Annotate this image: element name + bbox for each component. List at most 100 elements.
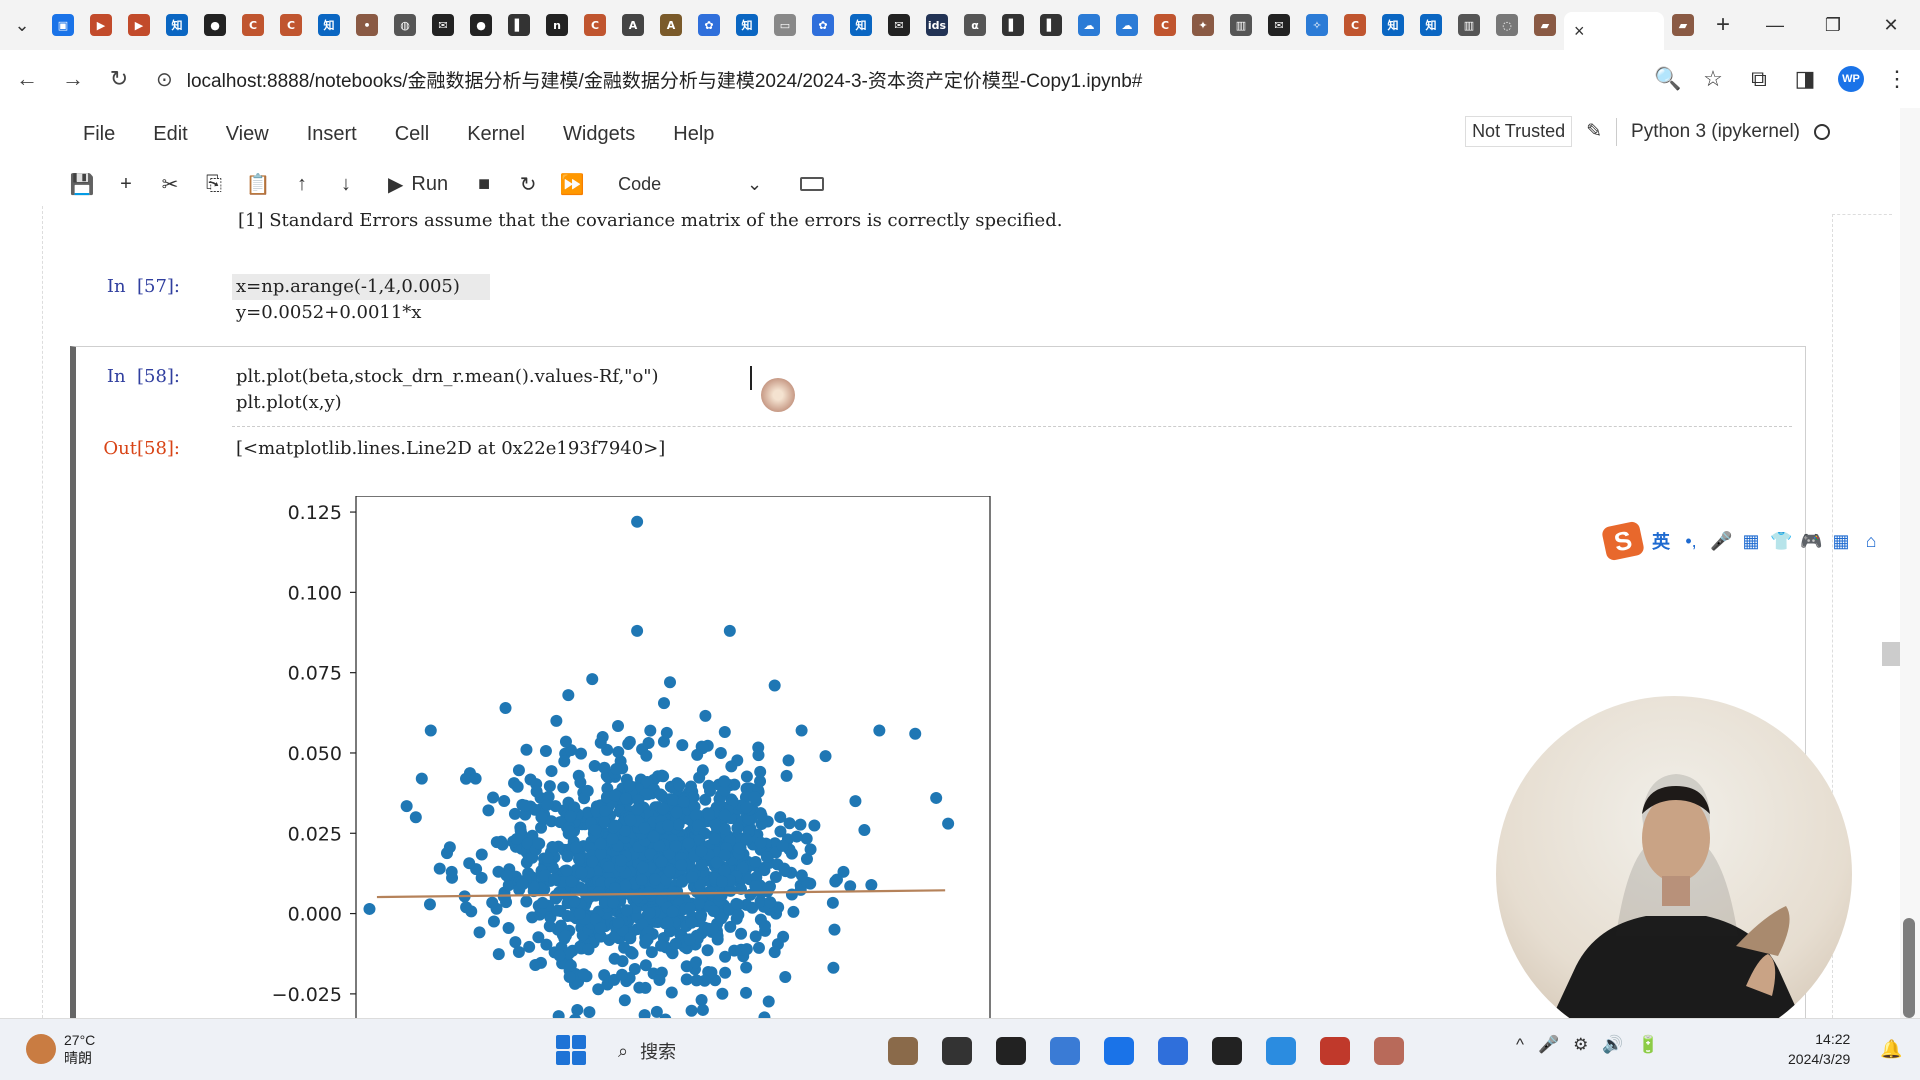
weather-widget[interactable]: 27°C 晴朗	[26, 1031, 95, 1067]
edit-pencil-icon[interactable]: ✎	[1586, 121, 1603, 142]
ime-language-toggle[interactable]: 英	[1652, 532, 1670, 552]
add-cell-icon[interactable]: +	[120, 172, 132, 195]
vscode-app[interactable]	[1258, 1031, 1304, 1071]
browser-tab[interactable]: 知	[1374, 7, 1412, 43]
browser-tab[interactable]: ◍	[386, 7, 424, 43]
settings-icon[interactable]: ⚙	[1573, 1035, 1589, 1054]
clock[interactable]: 14:22 2024/3/29	[1788, 1029, 1850, 1069]
ime-punctuation-icon[interactable]: •,	[1685, 530, 1697, 551]
browser-tab[interactable]: ✿	[690, 7, 728, 43]
bookmark-star-icon[interactable]: ☆	[1703, 66, 1723, 91]
move-down-icon[interactable]: ↓	[341, 172, 351, 195]
menu-cell[interactable]: Cell	[394, 122, 430, 145]
browser-tab[interactable]: 知	[842, 7, 880, 43]
cell58-code-line-2[interactable]: plt.plot(x,y)	[236, 392, 342, 413]
cell57-code-line-1[interactable]: x=np.arange(-1,4,0.005)	[236, 276, 460, 297]
browser-tab[interactable]: ✉	[424, 7, 462, 43]
browser-tab[interactable]: ✧	[1298, 7, 1336, 43]
browser-tab[interactable]: ●	[196, 7, 234, 43]
extensions-icon[interactable]: ⧉	[1751, 66, 1767, 91]
wps-app[interactable]	[1312, 1031, 1358, 1071]
browser-tab[interactable]: 知	[310, 7, 348, 43]
browser-tab[interactable]: ✉	[1260, 7, 1298, 43]
url-bar[interactable]: ⊙ localhost:8888/notebooks/金融数据分析与建模/金融数…	[156, 66, 1556, 93]
not-trusted-indicator[interactable]: Not Trusted	[1465, 116, 1573, 147]
show-hidden-icons[interactable]: ^	[1516, 1035, 1524, 1054]
more-menu-icon[interactable]: ⋮	[1886, 66, 1908, 91]
menu-edit[interactable]: Edit	[153, 122, 188, 145]
terminal-app[interactable]	[988, 1031, 1034, 1071]
vertical-scrollbar[interactable]	[1900, 108, 1920, 1018]
minimize-button[interactable]: —	[1766, 14, 1784, 35]
ime-keyboard-icon[interactable]: ▦	[1742, 530, 1760, 551]
scrollbar-thumb[interactable]	[1903, 918, 1915, 1018]
restart-icon[interactable]: ↻	[519, 173, 537, 196]
save-icon[interactable]: 💾	[69, 173, 95, 196]
notification-bell-icon[interactable]: 🔔	[1880, 1039, 1903, 1059]
ime-apps-icon[interactable]: ▦	[1832, 530, 1850, 551]
browser-tab[interactable]: C	[234, 7, 272, 43]
browser-tab[interactable]: ✦	[1184, 7, 1222, 43]
browser-tab[interactable]: ▌	[500, 7, 538, 43]
menu-widgets[interactable]: Widgets	[563, 122, 636, 145]
ime-logo-icon[interactable]: S	[1600, 520, 1646, 562]
close-window-button[interactable]: ✕	[1883, 14, 1899, 35]
browser-tab[interactable]: 知	[158, 7, 196, 43]
cmd-app[interactable]	[1204, 1031, 1250, 1071]
paste-icon[interactable]: 📋	[245, 173, 271, 196]
browser-tab[interactable]: ▰	[1526, 7, 1564, 43]
browser-tab[interactable]: n	[538, 7, 576, 43]
start-button[interactable]	[556, 1035, 586, 1065]
profile-avatar[interactable]: WP	[1838, 66, 1864, 92]
chrome-app[interactable]	[1096, 1031, 1142, 1071]
browser-tab[interactable]: α	[956, 7, 994, 43]
browser-tab[interactable]: ▌	[994, 7, 1032, 43]
browser-tab[interactable]: ▶	[120, 7, 158, 43]
ime-skin-icon[interactable]: 👕	[1770, 530, 1793, 551]
browser-app[interactable]	[880, 1031, 926, 1071]
browser-tab[interactable]: 知	[1412, 7, 1450, 43]
ime-voice-icon[interactable]: 🎤	[1710, 530, 1733, 551]
browser-tab[interactable]: 知	[728, 7, 766, 43]
zoom-icon[interactable]: 🔍	[1654, 66, 1682, 91]
forward-button[interactable]: →	[62, 66, 84, 91]
microphone-icon[interactable]: 🎤	[1537, 1035, 1560, 1054]
browser-tab[interactable]: C	[1146, 7, 1184, 43]
menu-file[interactable]: File	[83, 122, 116, 145]
menu-help[interactable]: Help	[673, 122, 715, 145]
browser-tab[interactable]: ☁	[1070, 7, 1108, 43]
copy-icon[interactable]: ⎘	[206, 172, 222, 195]
record-app[interactable]	[1366, 1031, 1412, 1071]
browser-tab[interactable]: ▥	[1450, 7, 1488, 43]
browser-tab[interactable]: C	[1336, 7, 1374, 43]
browser-tab[interactable]: •	[348, 7, 386, 43]
browser-tab[interactable]: ▶	[82, 7, 120, 43]
browser-tab[interactable]: A	[614, 7, 652, 43]
sidebar-icon[interactable]: ◨	[1794, 66, 1816, 91]
url-text[interactable]: localhost:8888/notebooks/金融数据分析与建模/金融数据分…	[186, 70, 1143, 92]
browser-tab[interactable]: ▌	[1032, 7, 1070, 43]
kernel-name[interactable]: Python 3 (ipykernel)	[1631, 120, 1800, 142]
browser-tab[interactable]: ▣	[44, 7, 82, 43]
menu-kernel[interactable]: Kernel	[467, 122, 525, 145]
notebook-area[interactable]: [1] Standard Errors assume that the cova…	[0, 206, 1900, 1018]
taskbar-search[interactable]: ⌕ 搜索	[608, 1031, 876, 1071]
browser-tab[interactable]: C	[576, 7, 614, 43]
browser-tab[interactable]: ▥	[1222, 7, 1260, 43]
browser-tab[interactable]: C	[272, 7, 310, 43]
cell57-code-line-2[interactable]: y=0.0052+0.0011*x	[236, 302, 422, 323]
active-tab-close-icon[interactable]: ×	[1574, 20, 1585, 41]
browser-tab[interactable]: ◌	[1488, 7, 1526, 43]
browser-tab[interactable]: ✉	[880, 7, 918, 43]
keyboard-icon[interactable]	[800, 177, 825, 191]
browser-tab[interactable]: A	[652, 7, 690, 43]
feishu-app[interactable]	[1150, 1031, 1196, 1071]
move-up-icon[interactable]: ↑	[297, 172, 307, 195]
browser-tab[interactable]: ☁	[1108, 7, 1146, 43]
active-tab[interactable]: ×	[1564, 12, 1664, 50]
cell58-code-line-1[interactable]: plt.plot(beta,stock_drn_r.mean().values-…	[236, 366, 659, 387]
ime-home-icon[interactable]: ⌂	[1865, 530, 1877, 551]
ime-game-icon[interactable]: 🎮	[1800, 530, 1823, 551]
tab-list-chevron-icon[interactable]: ⌄	[14, 14, 30, 35]
volume-icon[interactable]: 🔊	[1602, 1035, 1624, 1054]
